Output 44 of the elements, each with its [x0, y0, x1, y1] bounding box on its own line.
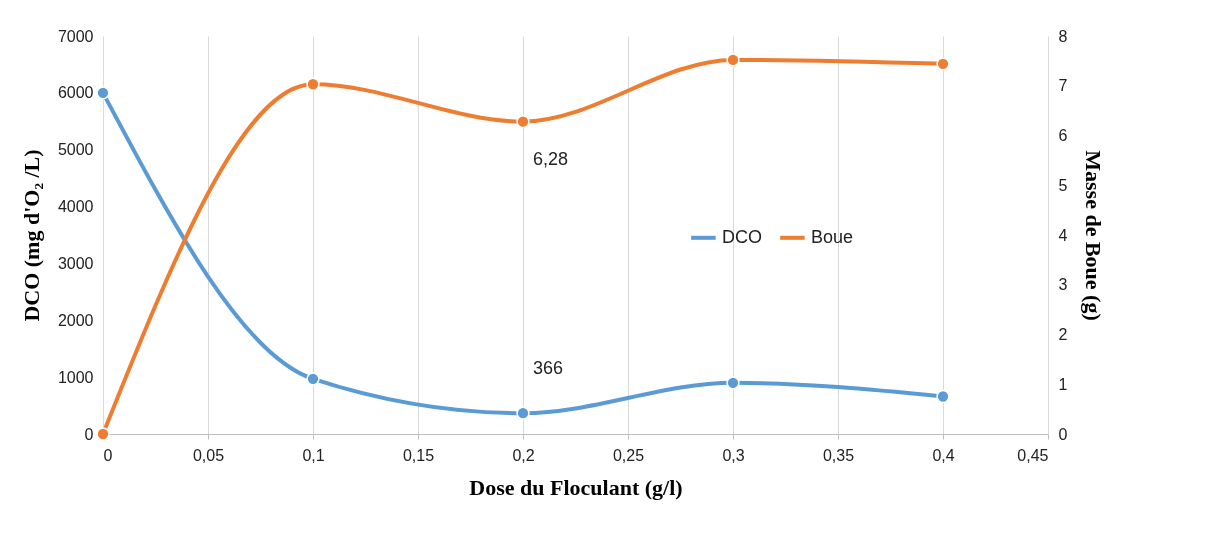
point	[96, 427, 110, 441]
y-tick-label: 6000	[57, 84, 94, 102]
x-tick-label: 0,15	[402, 446, 435, 464]
legend-label: Boue	[810, 226, 853, 247]
y2-tick-label: 2	[1058, 326, 1068, 343]
point	[516, 114, 530, 129]
point	[726, 53, 740, 67]
point	[936, 57, 950, 71]
point	[96, 86, 110, 100]
point	[306, 77, 320, 91]
x-tick-label: 0,2	[512, 446, 535, 464]
legend-label: DCO	[721, 226, 762, 247]
y-tick-label: 5000	[57, 141, 94, 159]
y2-tick-label: 7	[1058, 77, 1068, 95]
y2-tick-label: 5	[1058, 176, 1068, 194]
x-tick-label: 0,05	[192, 446, 225, 464]
point	[726, 376, 740, 390]
x-tick-label: 0,1	[302, 446, 325, 464]
point	[516, 406, 530, 420]
x-tick-label: 0,35	[822, 446, 855, 464]
y-tick-label: 7000	[57, 27, 94, 45]
x-tick-label: 0,4	[932, 446, 955, 464]
y2-tick-label: 1	[1058, 375, 1068, 393]
y2-axis-title: Masse de Boue (g)	[1081, 150, 1107, 321]
data-label: 366	[533, 358, 564, 379]
y-tick-label: 1000	[57, 368, 94, 386]
y2-tick-label: 6	[1058, 127, 1068, 144]
y2-tick-label: 4	[1058, 226, 1068, 244]
x-tick-label: 0	[103, 446, 113, 464]
x-tick-label: 0,25	[612, 446, 645, 464]
y-tick-label: 0	[84, 425, 94, 443]
y-tick-label: 2000	[57, 311, 94, 329]
point	[306, 372, 320, 386]
y2-tick-label: 8	[1058, 27, 1068, 45]
data-label: 6,28	[533, 148, 569, 169]
y2-tick-label: 3	[1058, 276, 1068, 294]
point	[936, 389, 950, 404]
y-axis-title: DCO (mg d'O₂ /L)	[18, 149, 44, 322]
y-tick-label: 4000	[57, 198, 94, 216]
x-tick-label: 0,45	[1017, 446, 1049, 464]
x-tick-label: 0,3	[722, 446, 745, 464]
y-tick-label: 3000	[57, 254, 94, 272]
y2-tick-label: 0	[1058, 425, 1068, 443]
x-axis-title: Dose du Floculant (g/l)	[469, 474, 683, 500]
